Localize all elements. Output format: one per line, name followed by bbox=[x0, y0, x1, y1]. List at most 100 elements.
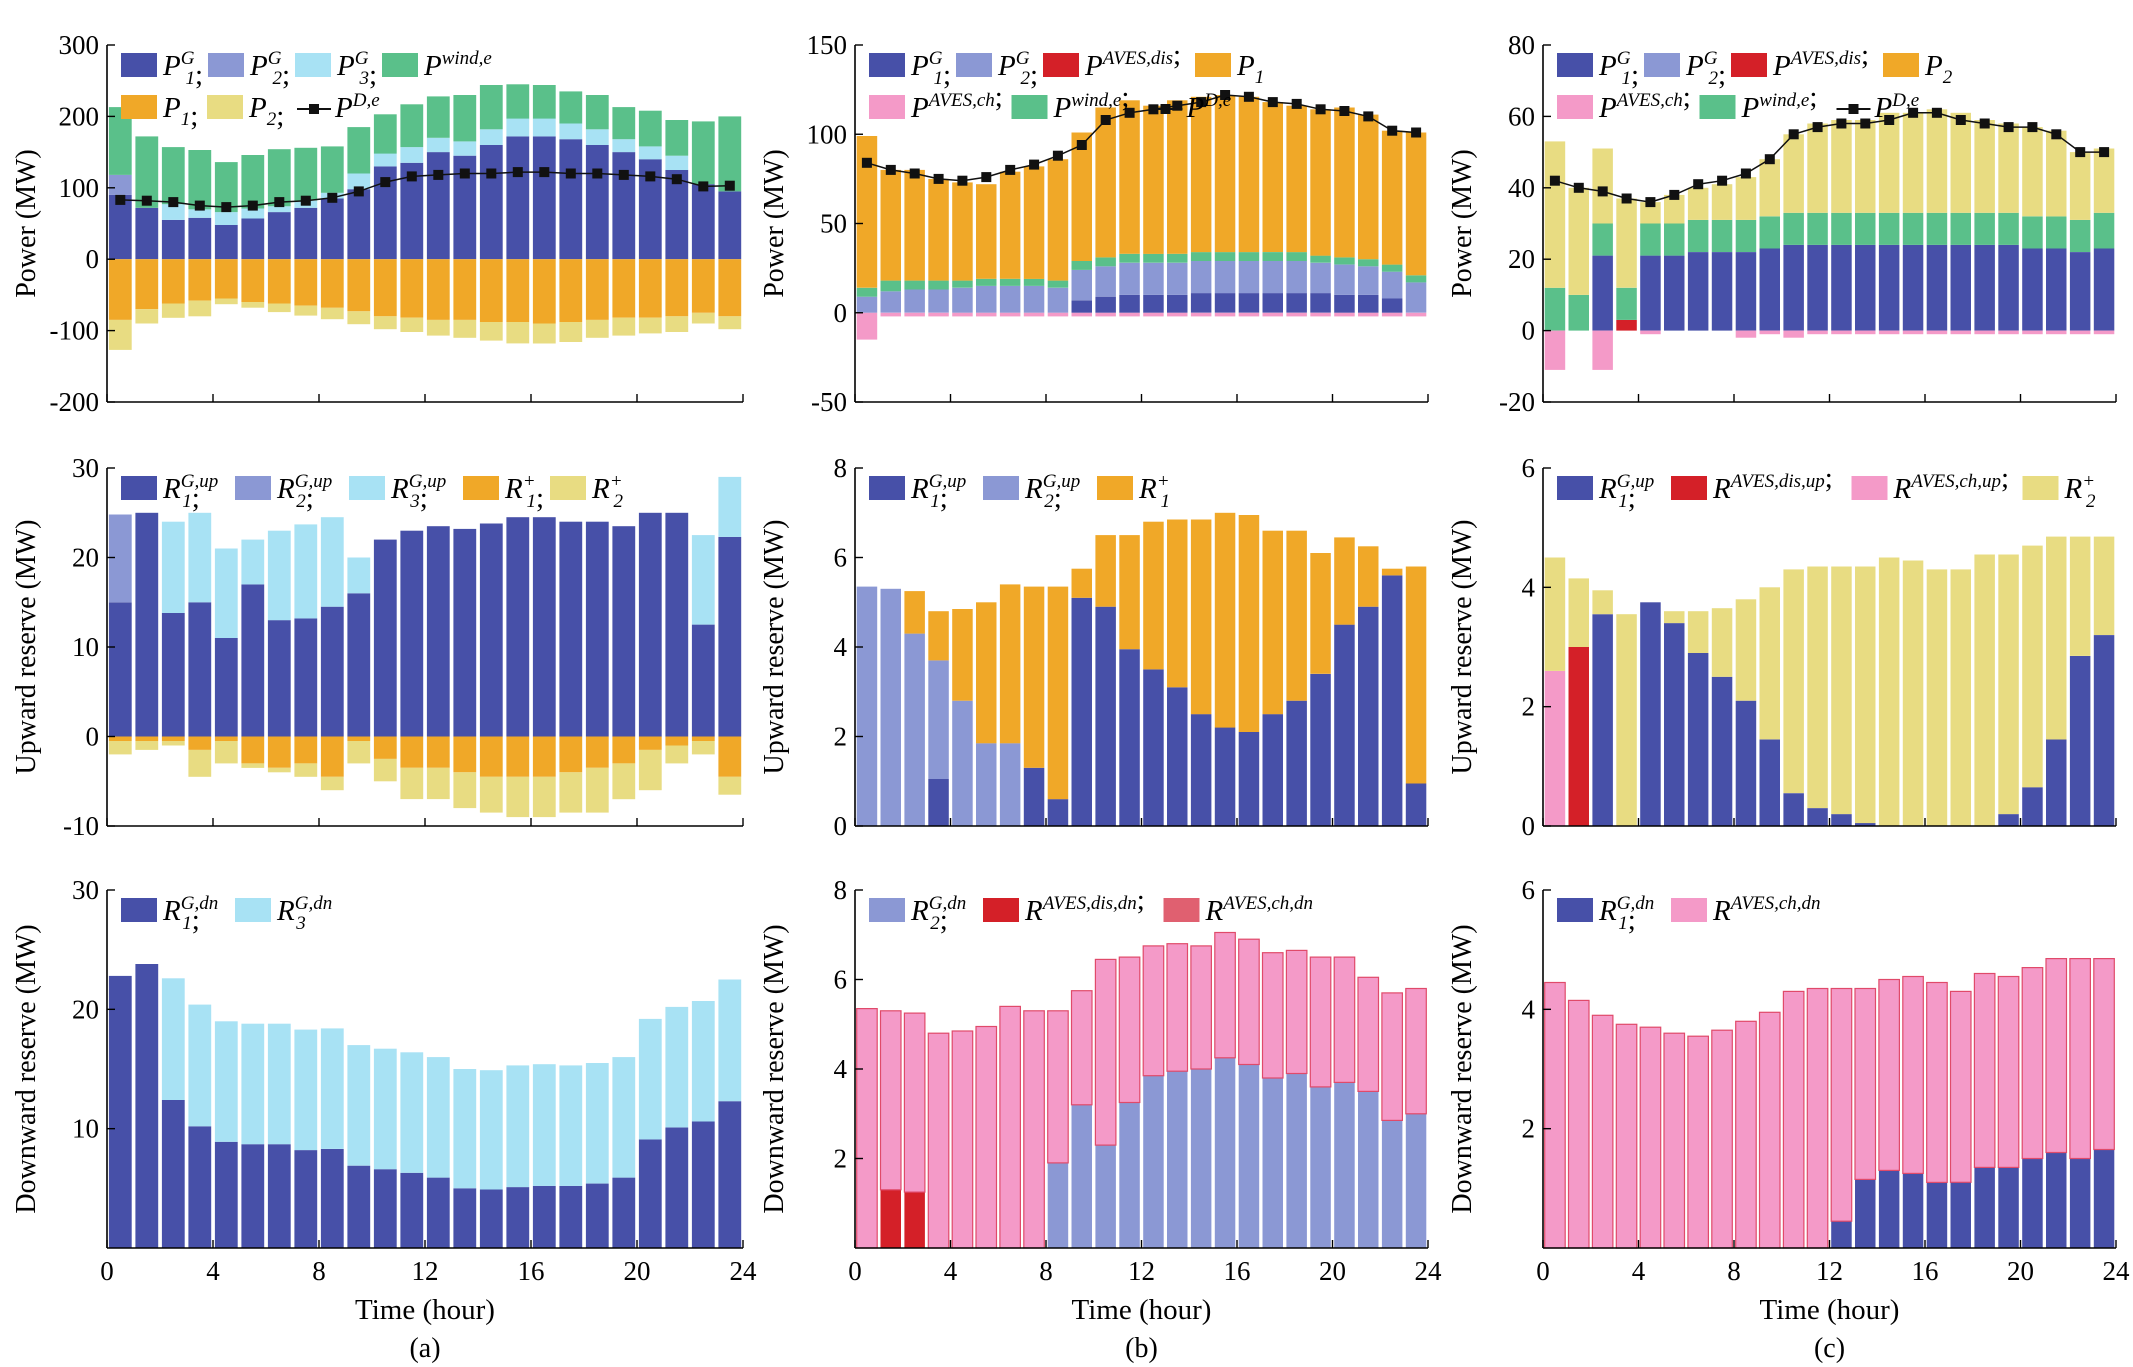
bar-P1G-h9 bbox=[320, 198, 344, 260]
bar-R1Gup-h4 bbox=[928, 779, 949, 826]
bar-P2-h10 bbox=[1759, 159, 1780, 217]
bar-R1p-h23 bbox=[1381, 568, 1403, 576]
bar-PAVESch-h20 bbox=[1310, 312, 1331, 317]
bar-P1-h8 bbox=[1023, 166, 1045, 279]
bar-P2-h23 bbox=[691, 312, 715, 324]
bar-PAVESch-h16 bbox=[1214, 312, 1236, 317]
bar-PAVESch-h12 bbox=[1807, 330, 1828, 335]
y-tick-label: 0 bbox=[834, 298, 848, 328]
bar-Pwind-h24 bbox=[1405, 275, 1427, 283]
bar-P2G-h4 bbox=[928, 289, 949, 313]
marker-PD-h20 bbox=[618, 169, 629, 180]
legend-label: RG,up 1; bbox=[910, 471, 966, 514]
bar-R2Gdn-h9 bbox=[1047, 1163, 1069, 1248]
bar-P1-h11 bbox=[1095, 107, 1116, 258]
bar-R2p-h6 bbox=[241, 763, 265, 768]
bar-Pwind-h24 bbox=[2093, 212, 2115, 249]
bar-R1Gup-h6 bbox=[1664, 623, 1685, 826]
bar-R1p-h7 bbox=[267, 736, 291, 768]
marker-PD-h22 bbox=[2051, 129, 2062, 140]
bar-P2-h16 bbox=[506, 322, 530, 344]
legend-swatch bbox=[983, 898, 1019, 922]
x-tick-label: 4 bbox=[206, 1256, 220, 1286]
legend-label: PG 2; bbox=[997, 48, 1038, 91]
marker-PD-h2 bbox=[141, 195, 152, 206]
bar-RAVESchdn-h2 bbox=[879, 1010, 902, 1191]
bar-P1G-h1 bbox=[108, 194, 132, 260]
bar-P2-h12 bbox=[400, 317, 424, 332]
bar-Pwind-h3 bbox=[161, 147, 185, 205]
bar-R2p-h8 bbox=[1711, 608, 1733, 677]
bar-R1Gdn-h6 bbox=[241, 1144, 265, 1248]
bar-P1-h23 bbox=[691, 259, 715, 313]
marker-PD-h22 bbox=[1363, 111, 1374, 122]
bar-P2-h15 bbox=[1878, 112, 1900, 213]
bar-R2p-h9 bbox=[320, 776, 344, 791]
bar-R1p-h17 bbox=[532, 736, 556, 777]
marker-PD-h18 bbox=[1955, 115, 1966, 125]
subfigure-label: (a) bbox=[409, 1333, 440, 1364]
bar-R1p-h3 bbox=[161, 736, 185, 741]
legend-label: PAVES,dis; bbox=[1084, 39, 1181, 82]
legend-marker-swatch bbox=[1848, 104, 1859, 114]
bar-R1Gup-h2 bbox=[135, 512, 159, 737]
bar-PAVESch-h11 bbox=[1095, 312, 1116, 317]
bar-Pwind-h5 bbox=[1640, 223, 1661, 256]
bar-P1G-h7 bbox=[1687, 252, 1709, 331]
bar-R1Gdn-h20 bbox=[1998, 1167, 2019, 1248]
bar-PAVESch-h5 bbox=[952, 312, 973, 317]
marker-PD-h8 bbox=[300, 195, 311, 206]
bar-Pwind-h22 bbox=[1358, 259, 1379, 267]
bar-P2-h4 bbox=[1616, 198, 1637, 288]
bar-Pwind-h5 bbox=[214, 162, 238, 213]
bar-P2G-h10 bbox=[1071, 269, 1092, 301]
bar-RAVESchdn-h13 bbox=[1830, 987, 1853, 1222]
bar-R1Gup-h5 bbox=[1640, 602, 1661, 827]
y-tick-label: 20 bbox=[1508, 244, 1535, 274]
bar-RAVESchdn-h6 bbox=[975, 1025, 998, 1249]
marker-PD-h9 bbox=[1740, 168, 1751, 179]
bar-PAVESch-h19 bbox=[1286, 312, 1307, 317]
bar-RAVESchdn-h17 bbox=[1926, 981, 1948, 1183]
bar-P1G-h14 bbox=[453, 155, 477, 260]
bar-R1Gdn-h10 bbox=[347, 1165, 371, 1248]
bar-RAVESchdn-h12 bbox=[1806, 987, 1829, 1249]
bar-RAVESchdn-h13 bbox=[1142, 945, 1165, 1077]
bar-R2p-h13 bbox=[426, 767, 450, 800]
legend-label: RG,dn 1; bbox=[162, 893, 218, 936]
marker-PD-h14 bbox=[459, 168, 470, 179]
bar-P3G-h5 bbox=[214, 212, 238, 225]
bar-PAVESch-h14 bbox=[1855, 330, 1876, 335]
bar-P1-h18 bbox=[559, 259, 583, 322]
bar-P3G-h17 bbox=[532, 118, 556, 137]
bar-PAVESch-h12 bbox=[1119, 312, 1140, 317]
bar-R2p-h9 bbox=[1735, 599, 1757, 701]
bar-R3Gdn-h15 bbox=[479, 1070, 503, 1190]
bar-R1p-h9 bbox=[320, 736, 344, 777]
bar-PAVESch-h18 bbox=[1950, 330, 1971, 335]
bar-P2-h15 bbox=[479, 322, 503, 341]
bar-RAVESchdn-h24 bbox=[1405, 987, 1427, 1115]
x-tick-label: 0 bbox=[848, 1256, 862, 1286]
legend-label: RG,up 2; bbox=[276, 471, 332, 514]
bar-R1Gdn-h17 bbox=[1926, 1182, 1948, 1248]
legend-swatch bbox=[1671, 898, 1707, 922]
bar-R2p-h4 bbox=[188, 749, 212, 777]
x-tick-label: 16 bbox=[518, 1256, 545, 1286]
bar-P3G-h22 bbox=[665, 155, 689, 170]
bar-P1G-h12 bbox=[1119, 294, 1140, 313]
legend-swatch bbox=[1671, 476, 1707, 500]
marker-PD-h4 bbox=[194, 200, 205, 211]
bar-R2p-h2 bbox=[1568, 578, 1589, 647]
bar-PAVESch-h13 bbox=[1831, 330, 1852, 335]
bar-R1Gup-h20 bbox=[1310, 673, 1331, 826]
bar-RAVESchdn-h18 bbox=[1949, 990, 1972, 1183]
bar-R1Gup-h15 bbox=[1190, 714, 1212, 826]
bar-R1p-h15 bbox=[1190, 519, 1212, 715]
legend-label: P1; bbox=[162, 92, 198, 132]
bar-R2p-h19 bbox=[585, 767, 609, 813]
bar-P2G-h1 bbox=[856, 296, 878, 313]
bar-P2-h12 bbox=[1807, 123, 1828, 213]
